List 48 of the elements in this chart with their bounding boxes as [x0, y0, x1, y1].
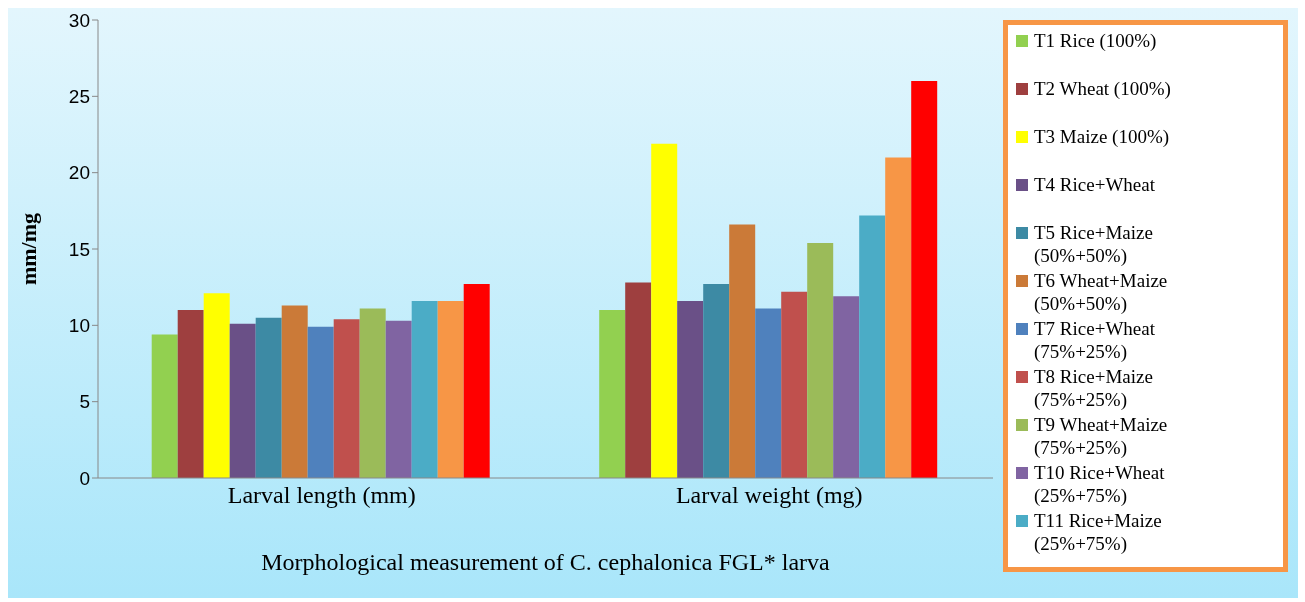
- bar: [599, 310, 626, 478]
- bar: [151, 334, 178, 478]
- legend-label: T7 Rice+Wheat (75%+25%): [1034, 317, 1156, 363]
- legend-label: T6 Wheat+Maize (50%+50%): [1034, 269, 1169, 315]
- legend-label: T1 Rice (100%): [1034, 29, 1158, 52]
- bar: [885, 157, 912, 478]
- bar: [729, 224, 756, 478]
- y-tick-label: 25: [68, 86, 90, 108]
- y-tick-label: 30: [68, 9, 90, 31]
- bar: [781, 291, 808, 478]
- bar: [463, 284, 490, 478]
- y-tick-label: 15: [68, 238, 90, 260]
- bar: [437, 300, 464, 478]
- bar: [651, 143, 678, 478]
- y-axis-title: mm/mg: [15, 212, 41, 286]
- legend-label: T3 Maize (100%): [1034, 125, 1171, 148]
- legend-label: T4 Rice+Wheat: [1034, 173, 1156, 196]
- x-tick-label: Larval length (mm): [227, 482, 416, 509]
- bar: [229, 323, 256, 478]
- x-tick-label: Larval weight (mg): [675, 482, 863, 509]
- bar: [677, 300, 704, 478]
- legend-label: T11 Rice+Maize (25%+75%): [1034, 509, 1163, 555]
- bar: [755, 308, 782, 478]
- legend-label: T2 Wheat (100%): [1034, 77, 1172, 100]
- bar: [307, 326, 334, 478]
- bar: [359, 308, 386, 478]
- y-tick-label: 20: [68, 162, 90, 184]
- bar: [333, 319, 360, 478]
- legend-label: T10 Rice+Wheat (25%+75%): [1034, 461, 1166, 507]
- bar: [255, 317, 282, 478]
- bar: [859, 215, 886, 478]
- bar: [203, 293, 230, 478]
- bar: [911, 81, 938, 478]
- bar: [281, 305, 308, 478]
- bar: [833, 296, 860, 478]
- legend-label: T8 Rice+Maize (75%+25%): [1034, 365, 1154, 411]
- y-tick-label: 10: [68, 315, 90, 337]
- bar: [177, 310, 204, 478]
- y-tick-label: 5: [79, 391, 90, 413]
- legend-label: T9 Wheat+Maize (75%+25%): [1034, 413, 1169, 459]
- legend-label: T5 Rice+Maize (50%+50%): [1034, 221, 1154, 267]
- bar: [703, 284, 730, 478]
- bar: [385, 320, 412, 478]
- bar: [807, 242, 834, 478]
- y-tick-label: 0: [79, 467, 90, 489]
- x-axis-title: Morphological measurement of C. cephalonica FGL* larva: [261, 549, 831, 575]
- bar: [625, 282, 652, 478]
- bar: [411, 300, 438, 478]
